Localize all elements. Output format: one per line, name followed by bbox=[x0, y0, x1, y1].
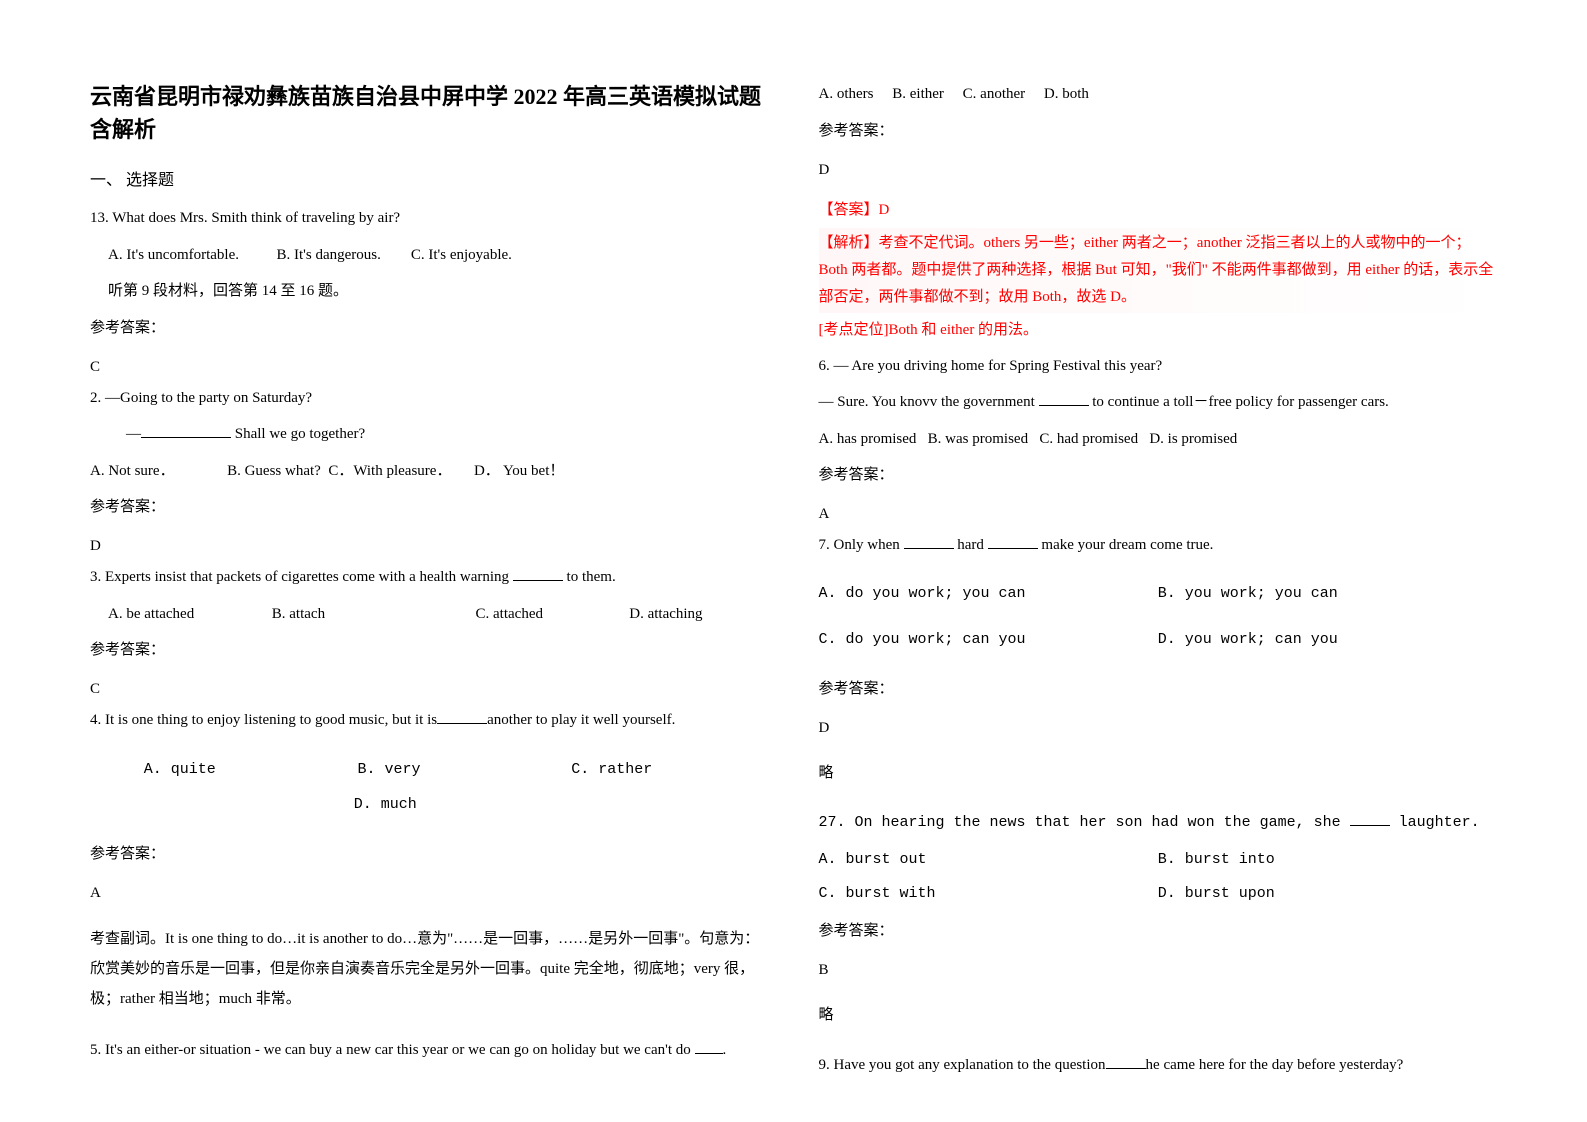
q6-options: A. has promised B. was promised C. had p… bbox=[819, 425, 1498, 454]
q4-stem: 4. It is one thing to enjoy listening to… bbox=[90, 706, 769, 735]
q3-stem: 3. Experts insist that packets of cigare… bbox=[90, 563, 769, 592]
q7-stem-post: make your dream come true. bbox=[1041, 537, 1213, 553]
q5-optC: C. another bbox=[963, 86, 1025, 102]
q6-optD: D. is promised bbox=[1149, 431, 1237, 447]
q13-optC: C. It's enjoyable. bbox=[411, 247, 512, 263]
q6-optA: A. has promised bbox=[819, 431, 917, 447]
q3-stem-pre: 3. Experts insist that packets of cigare… bbox=[90, 569, 513, 585]
q3-optA: A. be attached bbox=[108, 600, 268, 629]
q7-optB: B. you work; you can bbox=[1158, 580, 1497, 609]
document-title: 云南省昆明市禄劝彝族苗族自治县中屏中学 2022 年高三英语模拟试题含解析 bbox=[90, 80, 769, 146]
q9-stem-post: he came here for the day before yesterda… bbox=[1146, 1057, 1404, 1073]
q3-optC: C. attached bbox=[476, 600, 626, 629]
q7-ans-label: 参考答案： bbox=[819, 677, 1498, 698]
q5-red-point: [考点定位]Both 和 either 的用法。 bbox=[819, 317, 1498, 344]
q7-optC: C. do you work; can you bbox=[819, 626, 1158, 655]
q2-answer: D bbox=[90, 538, 769, 555]
q3-optD: D. attaching bbox=[629, 606, 702, 622]
q2-stem2: — Shall we go together? bbox=[90, 420, 769, 449]
q4-stem-post: another to play it well yourself. bbox=[487, 712, 675, 728]
q27-stem: 27. On hearing the news that her son had… bbox=[819, 809, 1498, 838]
q27-slight: 略 bbox=[819, 1001, 1498, 1030]
q4-optA: A. quite bbox=[144, 756, 354, 785]
q4-optC: C. rather bbox=[571, 761, 652, 778]
q3-stem-post: to them. bbox=[567, 569, 616, 585]
q2-optC: C．With pleasure． bbox=[328, 463, 451, 479]
q7-optA: A. do you work; you can bbox=[819, 580, 1158, 609]
q4-answer: A bbox=[90, 885, 769, 902]
q4-ans-label: 参考答案： bbox=[90, 842, 769, 863]
q5-ans-label: 参考答案： bbox=[819, 119, 1498, 140]
q5-optB: B. either bbox=[892, 86, 944, 102]
q6-stem2: — Sure. You knovv the government to cont… bbox=[819, 388, 1498, 417]
q5-red-analysis: 【解析】考查不定代词。others 另一些；either 两者之一；anothe… bbox=[819, 228, 1498, 313]
q4-opts-row1: A. quite B. very C. rather bbox=[90, 755, 769, 785]
q13-ans-label: 参考答案： bbox=[90, 316, 769, 337]
q5-stem: 5. It's an either-or situation - we can … bbox=[90, 1036, 769, 1065]
q27-answer: B bbox=[819, 962, 1498, 979]
q27-optD: D. burst upon bbox=[1158, 880, 1497, 909]
q27-opts-row2: C. burst with D. burst upon bbox=[819, 880, 1498, 909]
q6-stem1: 6. — Are you driving home for Spring Fes… bbox=[819, 352, 1498, 381]
q4-optD: D. much bbox=[354, 796, 417, 813]
q3-optB: B. attach bbox=[272, 600, 472, 629]
q7-slight: 略 bbox=[819, 759, 1498, 788]
q9-stem: 9. Have you got any explanation to the q… bbox=[819, 1051, 1498, 1080]
q27-ans-label: 参考答案： bbox=[819, 919, 1498, 940]
q2-optA: A. Not sure． bbox=[90, 463, 175, 479]
q3-answer: C bbox=[90, 681, 769, 698]
section-header: 一、 选择题 bbox=[90, 166, 769, 190]
q13-note: 听第 9 段材料，回答第 14 至 16 题。 bbox=[90, 277, 769, 306]
q7-optD: D. you work; can you bbox=[1158, 626, 1497, 655]
q6-ans-label: 参考答案： bbox=[819, 463, 1498, 484]
q4-stem-pre: 4. It is one thing to enjoy listening to… bbox=[90, 712, 437, 728]
q2-optB: B. Guess what? bbox=[227, 463, 321, 479]
q4-explain: 考查副词。It is one thing to do…it is another… bbox=[90, 924, 769, 1014]
q27-optC: C. burst with bbox=[819, 880, 1158, 909]
q7-stem-pre: 7. Only when bbox=[819, 537, 904, 553]
q5-optD: D. both bbox=[1044, 86, 1089, 102]
q27-stem-pre: 27. On hearing the news that her son had… bbox=[819, 814, 1350, 831]
q7-answer: D bbox=[819, 720, 1498, 737]
q27-stem-post: laughter. bbox=[1399, 814, 1480, 831]
q2-stem2-pre: — bbox=[126, 426, 141, 442]
q3-opts-row: A. be attached B. attach C. attached D. … bbox=[90, 600, 769, 629]
q5-answer: D bbox=[819, 162, 1498, 179]
q7-stem-mid: hard bbox=[957, 537, 987, 553]
q5-optA: A. others bbox=[819, 86, 874, 102]
q13-options: A. It's uncomfortable. B. It's dangerous… bbox=[90, 241, 769, 270]
q5-stem-post: . bbox=[723, 1042, 727, 1058]
q27-optB: B. burst into bbox=[1158, 846, 1497, 875]
q7-opts-row2: C. do you work; can you D. you work; can… bbox=[819, 626, 1498, 655]
q13-optA: A. It's uncomfortable. bbox=[108, 247, 239, 263]
q2-optD: D． You bet！ bbox=[474, 463, 564, 479]
q2-options: A. Not sure． B. Guess what? C．With pleas… bbox=[90, 457, 769, 486]
q7-opts-row1: A. do you work; you can B. you work; you… bbox=[819, 580, 1498, 609]
q13-optB: B. It's dangerous. bbox=[277, 247, 381, 263]
q27-opts-row1: A. burst out B. burst into bbox=[819, 846, 1498, 875]
q6-answer: A bbox=[819, 506, 1498, 523]
q2-ans-label: 参考答案： bbox=[90, 495, 769, 516]
q4-opts-row2: D. much bbox=[90, 790, 769, 820]
q4-optB: B. very bbox=[358, 756, 568, 785]
q6-stem2-post: to continue a toll－free policy for passe… bbox=[1092, 394, 1389, 410]
q6-optC: C. had promised bbox=[1039, 431, 1138, 447]
q13-stem: 13. What does Mrs. Smith think of travel… bbox=[90, 204, 769, 233]
q13-answer: C bbox=[90, 359, 769, 376]
q7-stem: 7. Only when hard make your dream come t… bbox=[819, 531, 1498, 560]
q27-optA: A. burst out bbox=[819, 846, 1158, 875]
q5-stem-pre: 5. It's an either-or situation - we can … bbox=[90, 1042, 695, 1058]
q9-stem-pre: 9. Have you got any explanation to the q… bbox=[819, 1057, 1106, 1073]
q2-stem2-post: Shall we go together? bbox=[235, 426, 365, 442]
q5-options: A. others B. either C. another D. both bbox=[819, 80, 1498, 109]
q5-red-ans: 【答案】D bbox=[819, 197, 1498, 224]
q3-ans-label: 参考答案： bbox=[90, 638, 769, 659]
q6-optB: B. was promised bbox=[928, 431, 1028, 447]
q2-stem1: 2. —Going to the party on Saturday? bbox=[90, 384, 769, 413]
q6-stem2-pre: — Sure. You knovv the government bbox=[819, 394, 1039, 410]
